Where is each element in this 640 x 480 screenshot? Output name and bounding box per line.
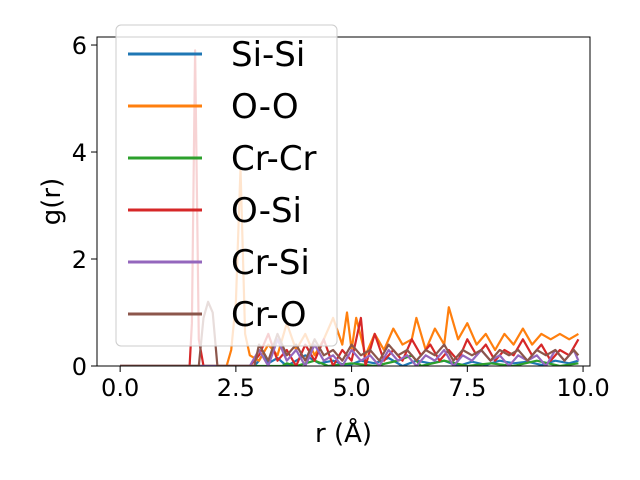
legend-label: O-O: [231, 87, 299, 127]
legend: Si-Si O-O Cr-Cr O-Si Cr-Si Cr-O: [115, 24, 338, 347]
y-axis-ticks: 0 2 4 6: [72, 32, 97, 381]
x-tick-label: 0.0: [101, 374, 139, 402]
x-axis-ticks: 0.0 2.5 5.0 7.5 10.0: [101, 366, 610, 402]
legend-label: Cr-Si: [231, 243, 310, 283]
series-line-si-si: [120, 351, 579, 366]
legend-label: O-Si: [231, 191, 302, 231]
y-tick-label: 0: [72, 353, 87, 381]
x-tick-label: 2.5: [217, 374, 255, 402]
x-axis-label: r (Å): [315, 417, 372, 449]
x-tick-label: 10.0: [556, 374, 609, 402]
legend-label: Si-Si: [231, 35, 305, 75]
y-tick-label: 6: [72, 32, 87, 60]
x-tick-label: 5.0: [333, 374, 371, 402]
y-tick-label: 2: [72, 246, 87, 274]
y-tick-label: 4: [72, 139, 87, 167]
y-axis-label: g(r): [37, 178, 67, 225]
legend-label: Cr-Cr: [231, 139, 317, 179]
plot-area-frame: [96, 36, 591, 367]
series-line-o-si: [120, 49, 580, 366]
x-tick-label: 7.5: [448, 374, 486, 402]
legend-label: Cr-O: [231, 295, 307, 335]
